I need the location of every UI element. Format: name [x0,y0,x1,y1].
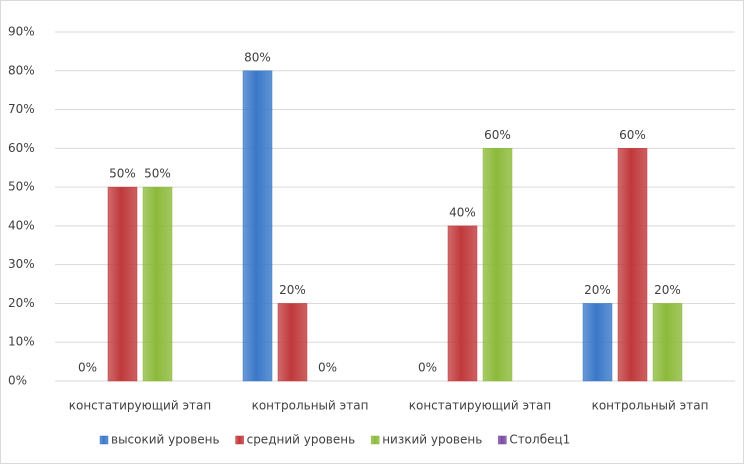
legend-label: Столбец1 [509,433,570,447]
legend-swatch [99,435,109,445]
data-label: 40% [449,205,476,219]
y-tick-label: 0% [8,374,27,388]
data-label: 20% [654,283,681,297]
data-label: 80% [244,50,271,64]
bar [277,303,308,382]
legend-swatch [370,435,380,445]
y-tick-label: 10% [8,335,35,349]
y-tick-label: 30% [8,257,35,271]
y-tick-label: 90% [8,25,35,39]
bar [107,186,138,382]
x-tick-label: констатирующий этап [409,399,551,413]
bar [652,303,683,382]
y-tick-label: 40% [8,218,35,232]
y-tick-label: 70% [8,102,35,116]
bar [482,148,513,382]
y-tick-label: 20% [8,296,35,310]
y-tick-label: 60% [8,141,35,155]
data-label: 60% [484,128,511,142]
bar [142,186,173,382]
x-tick-label: контрольный этап [252,399,369,413]
legend-label: высокий уровень [111,433,220,447]
data-label: 20% [279,283,306,297]
bar [447,225,478,382]
legend-label: средний уровень [247,433,356,447]
data-label: 50% [144,167,171,181]
legend-swatch [498,435,507,445]
legend-label: низкий уровень [382,433,482,447]
legend-swatch [235,435,244,445]
data-label: 0% [418,361,437,375]
bar [242,70,273,382]
data-label: 50% [109,167,136,181]
bar [617,148,648,382]
x-tick-label: констатирующий этап [69,399,211,413]
y-tick-label: 50% [8,180,35,194]
data-label: 0% [318,361,337,375]
y-tick-label: 80% [8,63,35,77]
x-tick-label: контрольный этап [592,399,709,413]
data-label: 0% [78,361,97,375]
data-label: 20% [584,283,611,297]
bar [582,303,613,382]
data-label: 60% [619,128,646,142]
